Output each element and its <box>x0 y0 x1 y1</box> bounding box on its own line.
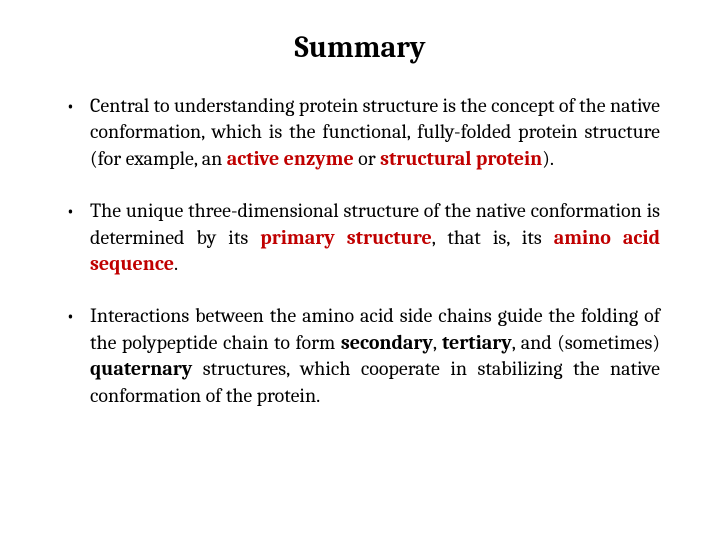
bold-text: quaternary <box>90 357 192 380</box>
bullet-list: Central to understanding protein structu… <box>60 93 660 409</box>
bullet-item: Interactions between the amino acid side… <box>60 303 660 409</box>
bullet-item: Central to understanding protein structu… <box>60 93 660 172</box>
bullet-text: or <box>354 147 380 170</box>
emphasis-red: active enzyme <box>227 147 354 170</box>
bullet-text: , that is, its <box>432 226 554 249</box>
bullet-text: , and (sometimes) <box>512 331 660 354</box>
emphasis-red: structural protein <box>380 147 542 170</box>
slide-title: Summary <box>60 30 660 65</box>
bullet-text: , <box>433 331 442 354</box>
emphasis-red: primary structure <box>260 226 432 249</box>
bold-text: secondary <box>341 331 433 354</box>
slide-container: Summary Central to understanding protein… <box>0 0 720 540</box>
bullet-item: The unique three-dimensional structure o… <box>60 198 660 277</box>
bold-text: tertiary <box>442 331 512 354</box>
bullet-text: ). <box>542 147 554 170</box>
bullet-text: . <box>174 252 178 275</box>
